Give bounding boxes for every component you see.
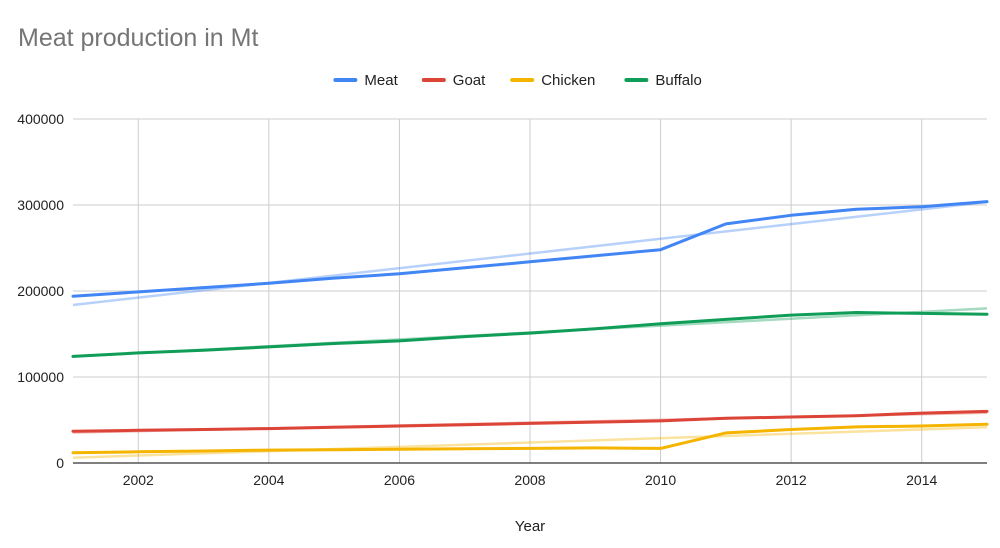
- trendline-meat: [72, 200, 988, 307]
- chart-title: Meat production in Mt: [18, 24, 258, 52]
- series-line-meat[interactable]: [71, 200, 989, 298]
- legend-item-meat[interactable]: Meat: [333, 72, 399, 89]
- x-axis-title: Year: [515, 518, 545, 535]
- x-tick-label: 2006: [384, 472, 415, 488]
- legend-item-buffalo[interactable]: Buffalo: [624, 72, 702, 89]
- y-tick-label: 0: [56, 455, 64, 471]
- x-tick-label: 2014: [906, 472, 937, 488]
- legend-item-chicken[interactable]: Chicken: [510, 72, 595, 89]
- trendline-chicken: [72, 426, 988, 459]
- x-tick-label: 2002: [123, 472, 154, 488]
- x-tick-label: 2010: [645, 472, 676, 488]
- legend[interactable]: Meat Goat Chicken Buffalo: [333, 72, 702, 89]
- grid: [73, 118, 987, 463]
- legend-label: Chicken: [541, 72, 595, 89]
- y-axis-ticks: 0 100000 200000 300000 400000: [17, 111, 64, 471]
- series-line-chicken[interactable]: [71, 422, 989, 455]
- y-tick-label: 200000: [17, 283, 64, 299]
- x-tick-label: 2012: [776, 472, 807, 488]
- y-tick-label: 300000: [17, 197, 64, 213]
- y-tick-label: 100000: [17, 369, 64, 385]
- legend-label: Buffalo: [655, 72, 701, 89]
- series-line-buffalo[interactable]: [71, 311, 989, 358]
- series-lines: [71, 200, 989, 455]
- y-tick-label: 400000: [17, 111, 64, 127]
- legend-label: Meat: [364, 72, 398, 89]
- series-line-goat[interactable]: [71, 409, 989, 433]
- legend-label: Goat: [453, 72, 486, 89]
- x-tick-label: 2008: [514, 472, 545, 488]
- x-axis-ticks: 2002 2004 2006 2008 2010 2012 2014: [123, 472, 938, 488]
- x-tick-label: 2004: [253, 472, 284, 488]
- legend-item-goat[interactable]: Goat: [421, 72, 486, 89]
